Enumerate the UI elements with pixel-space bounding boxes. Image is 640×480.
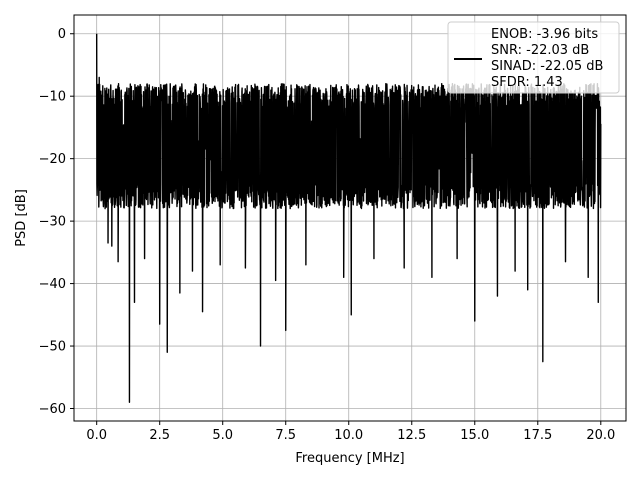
x-axis-ticks: 0.0 2.5 5.0 7.5 10.0 12.5 15.0 17.5 20.0 [86,421,615,443]
x-tick-label: 17.5 [523,428,552,443]
y-tick-label: −60 [39,402,66,417]
legend-entry-enob: ENOB: -3.96 bits [491,27,598,42]
x-tick-label: 12.5 [397,428,426,443]
y-tick-label: −30 [39,215,66,230]
y-axis-label: PSD [dB] [14,189,29,247]
legend-box [447,21,620,94]
x-tick-label: 10.0 [334,428,363,443]
psd-line [95,33,602,403]
legend: ENOB: -3.96 bits SNR: -22.03 dB SINAD: -… [447,21,620,94]
psd-series [95,33,602,403]
x-tick-label: 7.5 [275,428,296,443]
legend-entry-sinad: SINAD: -22.05 dB [491,59,603,74]
legend-entry-snr: SNR: -22.03 dB [491,43,589,58]
y-tick-label: −40 [39,277,66,292]
x-axis-label: Frequency [MHz] [295,451,404,466]
y-tick-label: −10 [39,90,66,105]
y-tick-label: 0 [58,27,66,42]
legend-entry-sfdr: SFDR: 1.43 [491,75,563,90]
x-tick-label: 5.0 [212,428,233,443]
x-tick-label: 0.0 [86,428,107,443]
x-tick-label: 2.5 [149,428,170,443]
y-tick-label: −20 [39,152,66,167]
x-tick-label: 15.0 [460,428,489,443]
y-axis-ticks: 0 −10 −20 −30 −40 −50 −60 [39,27,74,417]
y-tick-label: −50 [39,340,66,355]
x-tick-label: 20.0 [586,428,615,443]
plot-frame [73,14,627,422]
